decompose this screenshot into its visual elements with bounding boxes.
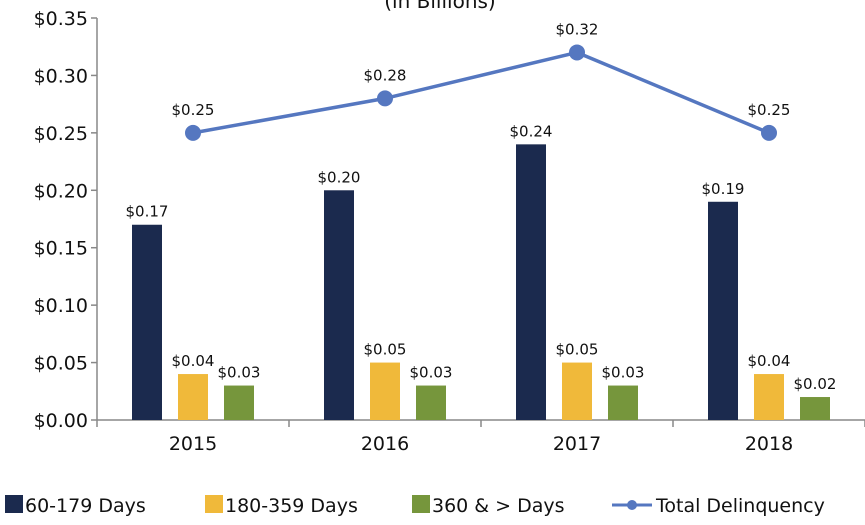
data-label: $0.04 xyxy=(748,352,791,370)
data-label: $0.03 xyxy=(410,364,453,382)
data-label: $0.02 xyxy=(794,375,837,393)
data-label: $0.25 xyxy=(172,101,215,119)
y-tick-label: $0.00 xyxy=(34,410,88,432)
legend-swatch xyxy=(5,495,23,513)
legend-label: 180-359 Days xyxy=(225,495,358,517)
data-label: $0.05 xyxy=(556,341,599,359)
y-tick-label: $0.05 xyxy=(34,353,88,375)
x-tick-label: 2017 xyxy=(553,433,601,455)
bar xyxy=(516,144,546,421)
bar xyxy=(708,201,738,420)
bar xyxy=(800,397,830,420)
x-tick-label: 2015 xyxy=(169,433,217,455)
y-tick-label: $0.30 xyxy=(34,65,88,87)
data-label: $0.32 xyxy=(556,20,599,38)
bar xyxy=(370,362,400,420)
legend-marker xyxy=(627,500,637,510)
data-label: $0.20 xyxy=(318,168,361,186)
data-label: $0.28 xyxy=(364,66,407,84)
data-label: $0.04 xyxy=(172,352,215,370)
line-marker xyxy=(185,124,201,141)
legend-swatch xyxy=(412,495,430,513)
legend-label: Total Delinquency xyxy=(655,495,825,517)
bar xyxy=(132,224,162,420)
data-label: $0.03 xyxy=(218,364,261,382)
line-marker xyxy=(377,90,393,107)
x-tick-label: 2016 xyxy=(361,433,409,455)
legend-swatch xyxy=(205,495,223,513)
y-tick-label: $0.10 xyxy=(34,295,88,317)
y-tick-label: $0.35 xyxy=(34,8,88,30)
bar xyxy=(324,190,354,420)
bar xyxy=(754,374,784,420)
chart-subtitle: (in Billions) xyxy=(384,0,495,13)
data-label: $0.25 xyxy=(748,101,791,119)
bar xyxy=(608,385,638,420)
y-tick-label: $0.20 xyxy=(34,180,88,202)
y-tick-label: $0.25 xyxy=(34,123,88,145)
bar xyxy=(224,385,254,420)
legend-label: 60-179 Days xyxy=(25,495,146,517)
legend-label: 360 & > Days xyxy=(432,495,565,517)
data-label: $0.17 xyxy=(126,203,169,221)
bar xyxy=(178,374,208,420)
data-label: $0.19 xyxy=(702,180,745,198)
y-tick-label: $0.15 xyxy=(34,238,88,260)
bar xyxy=(416,385,446,420)
line-marker xyxy=(569,44,585,61)
line-marker xyxy=(761,124,777,141)
x-tick-label: 2018 xyxy=(745,433,793,455)
bar xyxy=(562,362,592,420)
data-label: $0.24 xyxy=(510,122,553,140)
data-label: $0.03 xyxy=(602,364,645,382)
data-label: $0.05 xyxy=(364,341,407,359)
line-series xyxy=(192,50,770,135)
